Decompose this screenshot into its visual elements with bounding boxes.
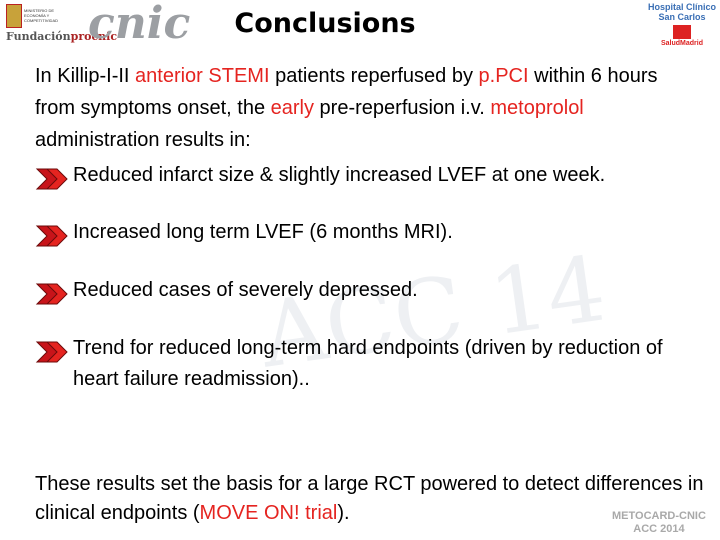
text-run: patients reperfused by <box>269 65 479 87</box>
cnic-logo: cnic <box>88 0 191 49</box>
ministry-text: MINISTERIO DE ECONOMÍA Y COMPETITIVIDAD <box>24 8 59 23</box>
text-run: In Killip-I-II <box>35 65 136 87</box>
text-run: pre-reperfusion i.v. <box>314 97 491 119</box>
bullet-arrow <box>35 225 68 247</box>
bullet-text: Reduced cases of severely depressed. <box>73 279 418 301</box>
coat-of-arms <box>6 4 22 28</box>
ministry-logo: MINISTERIO DE ECONOMÍA Y COMPETITIVIDAD <box>6 4 66 28</box>
procnic-text: procnic <box>70 30 118 43</box>
text-run: ). <box>337 502 350 524</box>
text-run: within 6 hours from symptoms onset, the <box>35 65 658 119</box>
bullet: Reduced infarct size & slightly increase… <box>35 160 685 191</box>
bullet: Trend for reduced long-term hard endpoin… <box>35 333 685 395</box>
footer-line: ACC 2014 <box>633 523 685 535</box>
footer-line: METOCARD-CNIC <box>612 510 706 522</box>
text-run: These results set the basis for a large … <box>35 473 704 524</box>
bullet-arrow <box>35 283 68 305</box>
hospital-name: San Carlos <box>658 12 706 22</box>
text-run: early <box>270 97 314 119</box>
text-run: metoprolol <box>490 97 584 119</box>
text-run: p.PCI <box>478 65 529 87</box>
bullet: Increased long term LVEF (6 months MRI). <box>35 217 685 248</box>
footer: METOCARD-CNIC ACC 2014 <box>612 510 706 536</box>
text-run: administration results in: <box>35 129 251 151</box>
bullet-text: Trend for reduced long-term hard endpoin… <box>73 337 663 390</box>
text-run: MOVE ON! trial <box>199 502 338 524</box>
conclusion-text: These results set the basis for a large … <box>35 470 705 528</box>
slide-title: Conclusions <box>234 8 416 39</box>
fundacion-text: Fundación <box>6 30 71 43</box>
bullet-arrow <box>35 168 68 190</box>
bullet-text: Reduced infarct size & slightly increase… <box>73 164 606 186</box>
salud-text: SaludMadrid <box>660 40 703 47</box>
hospital-name: Hospital Clínico <box>648 2 717 12</box>
bullet: Reduced cases of severely depressed. <box>35 275 685 306</box>
fundacion-logo: Fundaciónprocnic <box>6 30 117 43</box>
hospital-logo: Hospital Clínico San Carlos SaludMadrid <box>648 2 716 49</box>
bullet-text: Increased long term LVEF (6 months MRI). <box>73 221 453 243</box>
bullet-arrow <box>35 341 68 363</box>
text-run: anterior STEMI <box>135 65 270 87</box>
madrid-mark <box>673 25 691 39</box>
intro-text: In Killip-I-II anterior STEMI patients r… <box>35 60 695 156</box>
